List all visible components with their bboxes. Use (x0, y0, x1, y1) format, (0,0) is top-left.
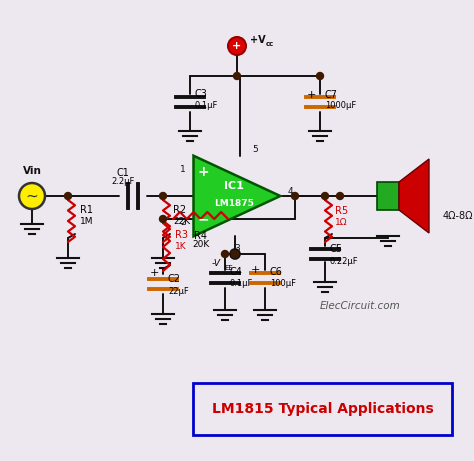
Text: IC1: IC1 (224, 181, 244, 191)
Text: 3: 3 (234, 244, 240, 253)
Text: C2: C2 (168, 274, 181, 284)
Circle shape (234, 72, 240, 79)
Text: R2: R2 (173, 205, 186, 215)
Text: 100μF: 100μF (270, 279, 296, 289)
Circle shape (159, 215, 166, 223)
Text: LM1875: LM1875 (214, 200, 254, 208)
Text: +: + (251, 265, 260, 275)
Text: +: + (150, 268, 159, 278)
Text: 4: 4 (288, 188, 293, 196)
Text: +: + (232, 41, 242, 51)
Text: 2: 2 (181, 219, 186, 227)
Circle shape (19, 183, 45, 209)
Text: 1000μF: 1000μF (325, 101, 356, 111)
Text: 20K: 20K (192, 240, 210, 249)
Text: R5: R5 (335, 206, 348, 216)
Text: 0.1μF: 0.1μF (195, 101, 219, 111)
Text: 0.1μF: 0.1μF (230, 279, 254, 289)
Text: -V: -V (212, 260, 221, 268)
Text: C7: C7 (325, 90, 338, 100)
Polygon shape (193, 156, 280, 236)
Circle shape (228, 37, 246, 55)
Circle shape (292, 193, 299, 200)
Circle shape (337, 193, 344, 200)
Text: 22μF: 22μF (168, 288, 189, 296)
Circle shape (230, 249, 240, 259)
Text: 1K: 1K (175, 242, 187, 252)
Text: +: + (307, 90, 316, 100)
Text: 0.22μF: 0.22μF (330, 258, 359, 266)
Text: ElecCircuit.com: ElecCircuit.com (319, 301, 401, 311)
Text: ~: ~ (26, 189, 38, 203)
Circle shape (159, 193, 166, 200)
Text: C4: C4 (230, 267, 243, 277)
Text: cc: cc (266, 41, 274, 47)
Circle shape (221, 250, 228, 258)
Text: 5: 5 (252, 146, 258, 154)
Text: +V: +V (250, 35, 265, 45)
Text: EE: EE (224, 265, 233, 271)
Text: C1: C1 (117, 168, 129, 178)
Text: +: + (198, 165, 209, 179)
Text: −: − (198, 213, 209, 226)
Text: R4: R4 (194, 231, 208, 241)
Text: 1Ω: 1Ω (335, 219, 347, 227)
Text: C3: C3 (195, 89, 208, 99)
Text: 2.2μF: 2.2μF (111, 177, 135, 186)
Polygon shape (399, 159, 429, 233)
Text: 1: 1 (180, 165, 186, 173)
Circle shape (231, 250, 238, 258)
Text: LM1815 Typical Applications: LM1815 Typical Applications (211, 402, 433, 416)
Circle shape (321, 193, 328, 200)
Circle shape (64, 193, 72, 200)
FancyBboxPatch shape (193, 383, 452, 435)
Text: 4Ω-8Ω: 4Ω-8Ω (443, 211, 474, 221)
Text: Vin: Vin (23, 166, 41, 176)
Circle shape (317, 72, 323, 79)
Bar (377, 182, 399, 210)
Text: R3: R3 (175, 230, 188, 240)
Text: 22K: 22K (173, 218, 190, 226)
Text: R1: R1 (80, 205, 93, 215)
Text: 1M: 1M (80, 218, 93, 226)
Text: C6: C6 (270, 267, 283, 277)
Text: C5: C5 (330, 244, 343, 254)
